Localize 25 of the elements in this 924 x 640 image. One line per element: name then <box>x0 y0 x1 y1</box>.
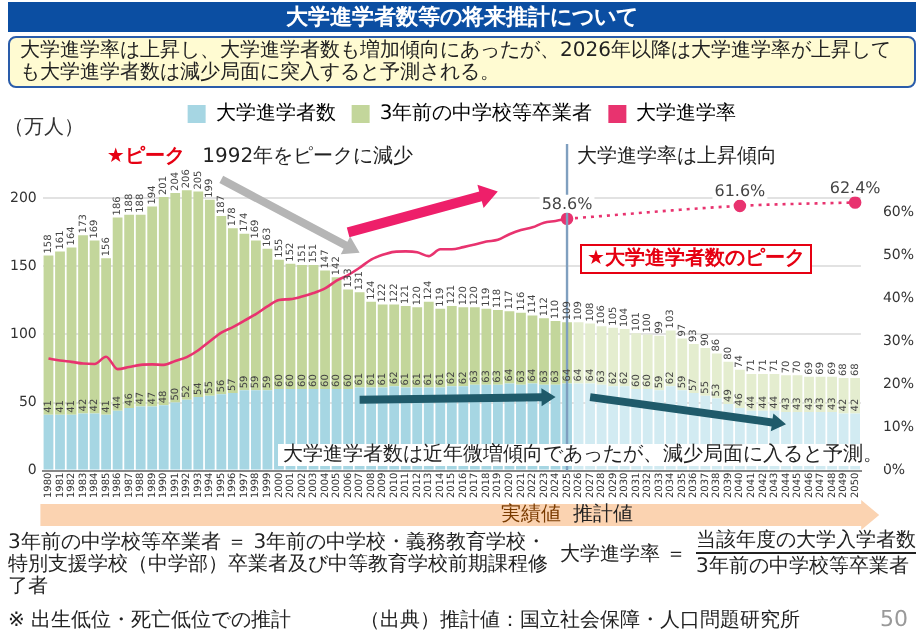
text: （出典）推計値：国立社会保障・人口問題研究所 <box>360 610 800 632</box>
data-label: 58.6% <box>541 194 594 213</box>
chart-subtitle: 大学進学率は上昇し、大学進学者数も増加傾向にあったが、2026年以降は大学進学率が上昇しても大学進学者数は減少局面に突入すると予測される。 <box>8 36 916 88</box>
text: 大学進学率 ＝ <box>560 544 687 566</box>
text: 50 <box>880 606 908 632</box>
legend-label: 大学進学者数 <box>215 101 336 126</box>
annotation: 大学進学者数は近年微増傾向であったが、減少局面に入ると予測。 <box>278 443 887 466</box>
text: 実績値 <box>501 504 562 526</box>
legend-label: 大学進学率 <box>636 101 737 126</box>
y-axis-title: （万人） <box>4 117 84 140</box>
point <box>848 196 862 209</box>
annotation: ★大学進学者数のピーク <box>579 244 813 275</box>
text: 3年前の中学校等卒業者 ＝ 3年前の中学校・義務教育学校・特別支援学校（中学部）卒業者及び中等教育学校前期課程修了者 <box>8 532 548 598</box>
annotation: ★ピーク <box>106 146 185 169</box>
annotation: 1992年をピークに減少 <box>202 146 414 168</box>
text: 当該年度の大学入学者数 <box>696 530 916 554</box>
text: 3年前の中学校等卒業者 <box>696 556 909 578</box>
text: 推計値 <box>573 504 634 526</box>
text: ※ 出生低位・死亡低位での推計 <box>8 610 292 632</box>
annotation: 大学進学率は上昇傾向 <box>577 146 778 168</box>
legend-label: 3年前の中学校等卒業者 <box>379 101 593 126</box>
data-label: 62.4% <box>829 178 882 197</box>
chart-title: 大学進学者数等の将来推計について <box>8 2 916 32</box>
data-label: 61.6% <box>714 182 767 201</box>
point <box>733 199 747 213</box>
